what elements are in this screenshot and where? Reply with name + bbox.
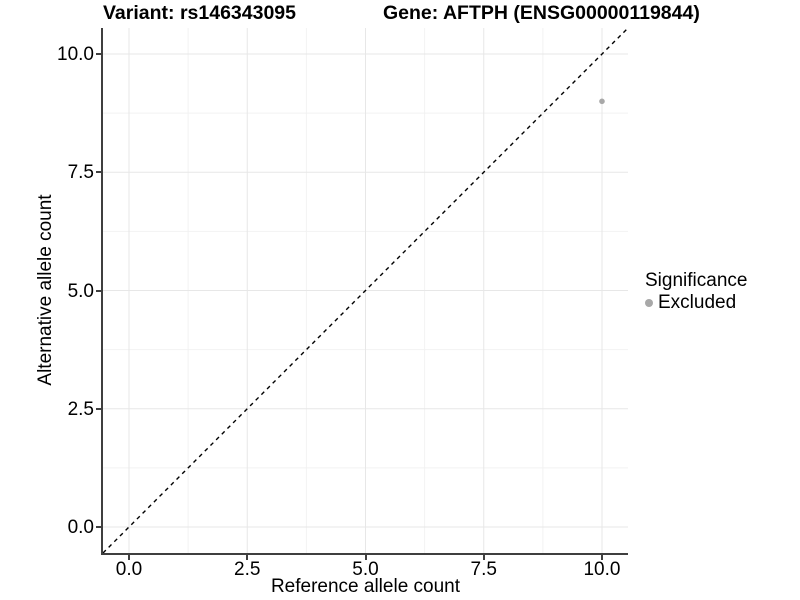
identity-dashed-line [103,28,628,553]
y-tick-mark [96,289,101,292]
legend-point-icon [645,299,653,307]
legend-item-excluded: Excluded [645,293,747,313]
y-tick-label: 5.0 [67,280,94,302]
x-axis-title: Reference allele count [270,576,461,597]
y-tick-mark [96,53,101,55]
y-tick-label: 0.0 [67,516,94,538]
y-tick-mark [96,407,101,410]
x-tick-label: 7.5 [470,559,497,580]
y-tick-mark [96,525,101,528]
plot-area-svg [103,28,628,553]
x-tick-label: 2.5 [234,559,261,580]
x-tick-mark [128,555,130,560]
plot-panel [101,28,628,555]
x-tick-label: 5.0 [352,559,379,580]
y-tick-label: 2.5 [67,398,94,420]
legend-title: Significance [645,270,748,291]
y-tick-mark [96,171,101,174]
x-tick-label: 0.0 [115,559,143,580]
plot-title-gene: Gene: AFTPH (ENSG00000119844) [383,2,700,24]
data-point [599,98,605,105]
x-tick-mark [364,555,367,560]
x-tick-mark [482,555,485,560]
x-tick-label: 10.0 [583,559,621,580]
legend: Significance Excluded [645,271,747,313]
x-tick-mark [600,555,603,560]
y-tick-label: 7.5 [67,162,94,184]
x-tick-mark [246,555,249,560]
y-tick-label: 10.0 [57,44,94,65]
plot-title-variant: Variant: rs146343095 [103,2,296,24]
legend-item-label: Excluded [658,292,737,313]
